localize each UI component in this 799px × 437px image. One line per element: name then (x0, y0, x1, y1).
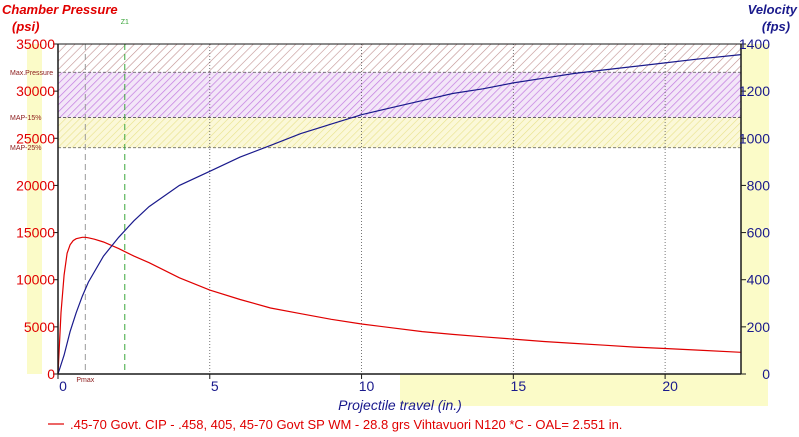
x-tick-label: 10 (359, 378, 375, 394)
x-tick-label: 20 (662, 378, 678, 394)
pressure-series-line (57, 236, 742, 375)
pressure-band (58, 44, 741, 73)
pressure-limit-lines: Max.Pressure MAP-15% MAP-25% (10, 70, 741, 152)
left-axis-unit: (psi) (12, 19, 39, 34)
vertical-markers: Pmax Z1 (76, 19, 129, 384)
right-tick-label: 0 (762, 366, 770, 382)
marker-label: Z1 (121, 19, 129, 26)
legend-entry: .45-70 Govt. CIP - .458, 405, 45-70 Govt… (70, 417, 622, 432)
x-axis-highlight (400, 374, 768, 406)
pressure-bands (58, 44, 741, 148)
velocity-series-line (57, 54, 742, 375)
left-tick-label: 10000 (16, 272, 55, 288)
grid-lines (209, 44, 666, 374)
left-tick-label: 25000 (16, 130, 55, 146)
limit-line-label: MAP-25% (10, 145, 42, 152)
right-axis-title: Velocity (748, 2, 798, 17)
limit-line-label: Max.Pressure (10, 70, 53, 77)
right-tick-label: 1000 (739, 130, 770, 146)
left-tick-label: 0 (47, 366, 55, 382)
left-tick-label: 5000 (24, 319, 55, 335)
left-tick-label: 30000 (16, 83, 55, 99)
pressure-band (58, 117, 741, 148)
x-tick-label: 15 (511, 378, 527, 394)
x-axis-label: Projectile travel (in.) (338, 397, 462, 413)
right-tick-label: 600 (747, 225, 771, 241)
marker-label: Pmax (76, 377, 94, 384)
right-tick-label: 800 (747, 177, 771, 193)
right-axis-unit: (fps) (762, 19, 790, 34)
x-tick-label: 5 (211, 378, 219, 394)
right-tick-label: 400 (747, 272, 771, 288)
x-tick-label: 0 (59, 378, 67, 394)
right-tick-label: 1400 (739, 36, 770, 52)
right-tick-label: 1200 (739, 83, 770, 99)
pressure-band (58, 72, 741, 118)
right-tick-label: 200 (747, 319, 771, 335)
limit-line-label: MAP-15% (10, 115, 42, 122)
left-tick-label: 15000 (16, 225, 55, 241)
right-axis-highlight (741, 44, 769, 374)
right-axis-ticks: 0 200 400 600 800 1000 1200 1400 (739, 36, 770, 382)
left-axis-ticks: 0 5000 10000 15000 20000 25000 30000 35000 (16, 36, 58, 382)
left-tick-label: 20000 (16, 177, 55, 193)
left-axis-highlight (27, 44, 42, 374)
left-tick-label: 35000 (16, 36, 55, 52)
x-axis-ticks: 0 5 10 15 20 (57, 374, 678, 394)
left-axis-title: Chamber Pressure (2, 2, 118, 17)
data-series (57, 54, 742, 375)
